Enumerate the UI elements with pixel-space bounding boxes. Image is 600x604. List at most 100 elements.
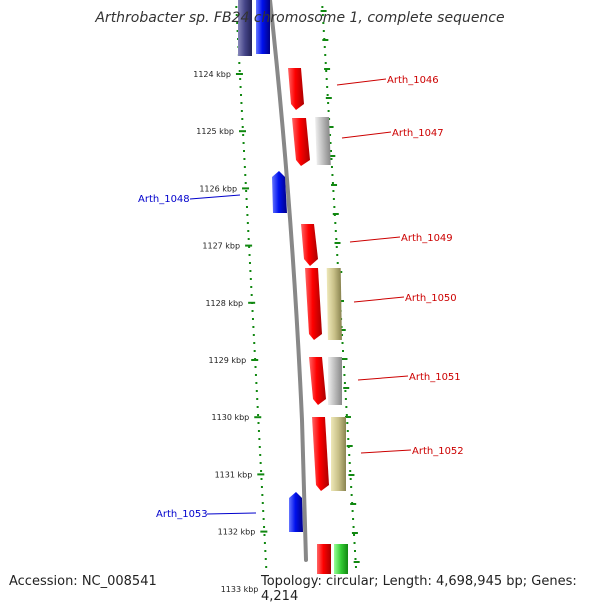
rail-dash-right [348,474,355,476]
rail-dot-right [348,462,351,464]
rail-dot-right [330,150,332,152]
rail-dot-left [257,422,260,424]
tick-label: 1131 kbp [215,470,253,479]
tick-label: 1132 kbp [218,528,256,537]
rail-dot-right [346,430,349,432]
rail-dash-right [329,155,336,157]
gene-arrow-arth-1048[interactable] [272,171,287,213]
position-ticks: 1124 kbp 1125 kbp 1126 kbp 1127 kbp 1128 kbp… [193,70,271,594]
features [238,0,348,600]
rail-dot-left [242,142,245,144]
feature-khaki-1052[interactable] [331,417,346,491]
gene-arrow-arth-1050[interactable] [305,268,322,340]
rail-dot-left [260,478,263,480]
gene-label-arth-1049[interactable]: Arth_1049 [401,233,453,244]
gene-label-arth-1051[interactable]: Arth_1051 [409,372,461,383]
rail-dot-left [236,30,239,32]
rail-dot-left [254,366,257,368]
rail-dash-right [344,416,351,418]
gene-arrow-arth-1049[interactable] [301,224,318,266]
rail-dash-right [322,39,329,41]
gene-arrow-arth-1051[interactable] [309,357,326,405]
rail-dot-right [321,6,324,8]
rail-dot-right [343,382,346,384]
rail-dot-left [247,238,250,240]
rail-dot-right [325,70,328,72]
rail-dot-left [262,518,265,520]
rail-dot-left [248,254,251,256]
rail-dash-right [343,387,350,389]
gene-arrow-arth-1053[interactable] [289,492,303,532]
rail-dot-right [326,94,329,96]
rail-dot-left [255,382,258,384]
rail-dot-right [349,478,352,480]
gene-arrow-arth-1052[interactable] [312,417,329,491]
gene-label-arth-1053[interactable]: Arth_1053 [156,509,208,520]
rail-dot-right [332,198,335,200]
rail-dot-left [246,214,249,216]
rail-dot-left [263,526,266,528]
accession-text: Accession: NC_008541 [7,574,159,589]
tick-mark [245,244,253,247]
rail-dot-left [263,542,266,544]
rail-dot-left [256,398,259,400]
rail-dot-left [258,446,261,448]
rail-dot-right [349,470,352,472]
rail-dash-right [324,68,331,70]
rail-dot-left [251,310,254,312]
rail-dash-right [353,561,360,563]
rail-dot-right [323,46,326,48]
rail-dot-left [252,326,255,328]
rail-dot-left [256,406,259,408]
rail-dot-right [353,534,356,536]
reverse-feature-top-left[interactable] [238,0,252,56]
rail-dot-left [241,126,244,128]
rail-dot-right [330,166,333,168]
chromosome-backbone [268,0,308,562]
rail-dot-left [259,462,262,464]
rail-dot-left [259,454,262,456]
rail-dash-right [341,358,348,360]
gene-label-arth-1046[interactable]: Arth_1046 [387,75,439,86]
feature-khaki-1050[interactable] [326,268,342,340]
rail-dot-right [329,142,332,144]
rail-dot-left [250,294,253,296]
rail-dot-left [253,350,256,352]
rail-dash-right [339,329,346,331]
gene-label-arth-1052[interactable]: Arth_1052 [412,446,464,457]
rail-dash-right [346,445,353,447]
rail-dot-right [324,62,327,64]
rail-dot-right [352,526,355,528]
tick-label: 1133 kbp [221,585,259,594]
rail-dot-left [264,558,267,560]
rail-dot-left [240,102,243,104]
rail-dot-right [336,254,339,256]
gene-label-arth-1050[interactable]: Arth_1050 [405,293,457,304]
rail-dot-right [332,190,335,192]
rail-dot-right [354,558,357,560]
rail-dot-right [350,486,353,488]
rail-dot-left [239,86,242,88]
rail-dot-left [258,438,261,440]
feature-gray-1047[interactable] [315,117,331,165]
rail-dot-right [341,334,344,336]
rail-dot-right [341,342,344,344]
gene-label-arth-1047[interactable]: Arth_1047 [392,128,444,139]
rail-dot-left [244,182,247,184]
rail-dot-left [257,414,260,416]
rail-dot-right [343,374,346,376]
gene-arrow-arth-1047[interactable] [292,118,310,166]
rail-dot-right [354,566,357,568]
rail-dot-left [255,390,258,392]
rail-dot-right [324,54,327,56]
gene-label-arth-1048[interactable]: Arth_1048 [138,194,190,205]
rail-dot-right [322,22,325,24]
gene-arrow-arth-1046[interactable] [288,68,304,110]
rail-dot-left [251,318,254,320]
reverse-feature-top-right[interactable] [256,0,270,54]
rail-dot-left [264,550,267,552]
tick-mark [251,359,259,361]
rail-dot-left [241,118,244,120]
feature-gray-1051[interactable] [328,357,342,405]
